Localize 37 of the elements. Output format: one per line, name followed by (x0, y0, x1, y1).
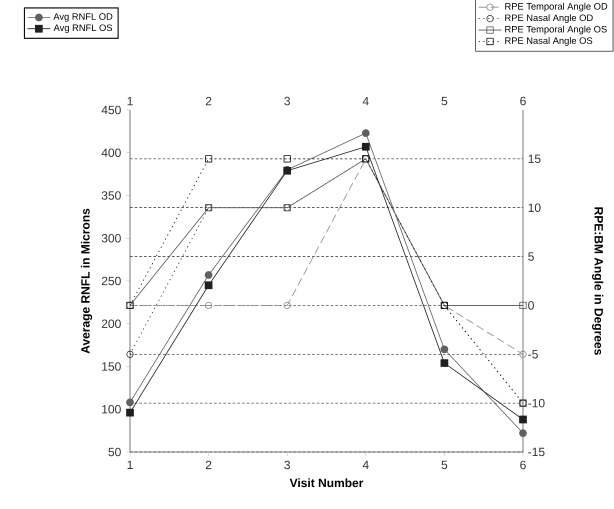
legend-label: RPE Nasal Angle OS (505, 37, 592, 46)
x-tick-label: 1 (128, 97, 133, 106)
x2-tick-label: 6 (520, 460, 526, 470)
y2-axis-title: RPE:BM Angle in Degrees (592, 207, 604, 355)
y-tick-label: 400 (102, 148, 121, 157)
y2-tick-label: 5 (528, 252, 534, 261)
y-tick-label: 450 (102, 106, 121, 114)
y2-tick-label: 10 (528, 203, 541, 212)
y2-tick-label: -10 (528, 398, 545, 408)
y-tick-label: 50 (108, 448, 121, 456)
x2-tick-label: 3 (284, 460, 290, 470)
y-tick-label: 300 (102, 234, 121, 242)
legend-label: RPE Nasal Angle OD (505, 14, 593, 23)
y2-tick-label: 0 (528, 301, 534, 310)
y-tick-label: 350 (102, 191, 121, 200)
x-tick-label: 2 (206, 96, 212, 106)
y2-tick-label: -5 (528, 350, 538, 358)
x-axis-title: Visit Number (290, 478, 364, 488)
x-tick-label: 4 (362, 97, 369, 106)
x-tick-label: 3 (284, 96, 290, 106)
y-tick-label: 250 (102, 276, 121, 286)
x2-tick-label: 4 (362, 460, 369, 469)
y-tick-label: 150 (102, 362, 121, 371)
legend-label: Avg RNFL OD (53, 13, 112, 22)
x2-tick-label: 1 (128, 460, 133, 469)
x-tick-label: 5 (442, 96, 448, 106)
x-tick-label: 6 (520, 96, 526, 106)
y-tick-label: 200 (102, 319, 121, 328)
x2-tick-label: 2 (206, 460, 212, 470)
y-tick-label: 100 (102, 404, 121, 414)
legend-label: RPE Temporal Angle OD (505, 2, 608, 12)
y2-tick-label: 15 (528, 154, 541, 164)
legend-label: RPE Temporal Angle OS (505, 26, 607, 34)
legend-label: Avg RNFL OS (54, 24, 112, 33)
y2-tick-label: -15 (528, 448, 545, 456)
y-axis-title: Average RNFL in Microns (80, 208, 92, 354)
x2-tick-label: 5 (442, 460, 448, 470)
